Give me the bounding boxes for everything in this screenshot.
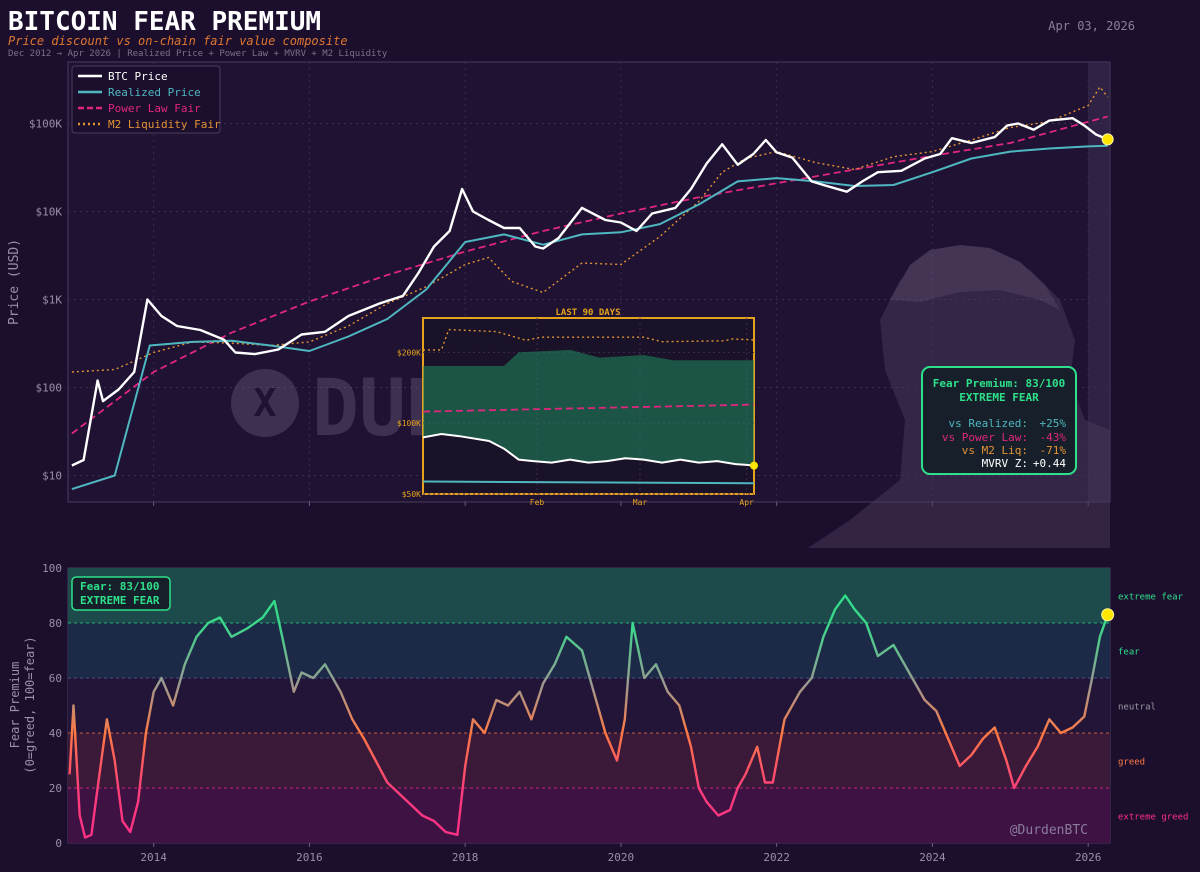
- zone-label-neutral: neutral: [1118, 703, 1156, 713]
- info-mvrv-value: +0.44: [1033, 457, 1066, 470]
- info-vs-realized-label: vs Realized:: [949, 417, 1028, 430]
- fear-badge-score: Fear: 83/100: [80, 580, 159, 593]
- legend-realized-price: Realized Price: [108, 86, 201, 99]
- zone-greed: [68, 733, 1110, 788]
- top-series-m2-liquidity-fair: [71, 86, 1109, 373]
- fear-badge-level: EXTREME FEAR: [80, 594, 160, 607]
- info-mvrv-label: MVRV Z:: [982, 457, 1028, 470]
- bottom-x-tick: 2022: [763, 851, 790, 864]
- legend-power-law: Power Law Fair: [108, 102, 201, 115]
- fear-badge: Fear: 83/100 EXTREME FEAR: [71, 576, 171, 611]
- fear-premium-line: [68, 594, 1109, 839]
- inset-series-realized-price: [423, 480, 754, 485]
- bottom-ylabel-line1: Fear Premium: [8, 662, 22, 749]
- info-vs-realized-value: +25%: [1040, 417, 1067, 430]
- legend-box: [71, 65, 221, 134]
- bottom-y-tick: 80: [49, 617, 62, 630]
- info-fear-score: Fear Premium: 83/100: [933, 377, 1065, 390]
- info-vs-m2-value: -71%: [1040, 444, 1067, 457]
- info-box-frame: [921, 366, 1077, 475]
- bottom-x-tick: 2014: [140, 851, 167, 864]
- chart-meta: Dec 2012 → Apr 2026 | Realized Price + P…: [8, 49, 388, 59]
- chart-subtitle: Price discount vs on-chain fair value co…: [8, 34, 348, 48]
- zone-label-extreme-greed: extreme greed: [1118, 813, 1188, 823]
- inset-series-btc-price: [423, 433, 754, 467]
- bottom-y-tick: 60: [49, 672, 62, 685]
- inset-title: LAST 90 DAYS: [555, 308, 620, 318]
- top-ylabel: Price (USD): [7, 239, 22, 325]
- info-fear-level: EXTREME FEAR: [959, 391, 1039, 404]
- recent-highlight-band: [1088, 62, 1110, 502]
- zone-label-fear: fear: [1118, 648, 1140, 658]
- top-series-power-law-fair: [71, 115, 1108, 435]
- info-box: Fear Premium: 83/100 EXTREME FEAR vs Rea…: [921, 366, 1077, 475]
- inset-x-tick: Mar: [633, 498, 648, 507]
- bottom-y-tick: 20: [49, 782, 62, 795]
- inset-y-tick: $50K: [402, 490, 421, 499]
- bottom-x-tick: 2016: [296, 851, 323, 864]
- inset-series-power-law-fair: [423, 403, 754, 413]
- chart-date: Apr 03, 2026: [1048, 19, 1135, 33]
- inset-y-tick: $200K: [397, 348, 421, 357]
- x-logo-icon: [231, 369, 299, 437]
- zone-label-extreme-fear: extreme fear: [1118, 593, 1184, 603]
- inset-x-tick: Apr: [739, 498, 754, 507]
- top-y-tick: $1K: [42, 294, 62, 307]
- inset-y-tick: $100K: [397, 419, 421, 428]
- legend-btc-price: BTC Price: [108, 70, 168, 83]
- zone-extreme-fear: [68, 568, 1110, 623]
- zone-fear: [68, 623, 1110, 678]
- top-y-tick: $10K: [36, 206, 63, 219]
- inset-x-tick: Feb: [530, 498, 545, 507]
- bottom-y-tick: 40: [49, 727, 62, 740]
- author-handle: @DurdenBTC: [1010, 823, 1088, 838]
- info-vs-powerlaw-value: -43%: [1040, 431, 1067, 444]
- top-y-tick: $100K: [29, 118, 62, 131]
- top-y-tick: $10: [42, 470, 62, 483]
- x-logo-letter: X: [254, 381, 277, 425]
- fear-current-dot: [1101, 608, 1115, 622]
- top-series-btc-price: [71, 117, 1109, 467]
- chart-title: BITCOIN FEAR PREMIUM: [8, 7, 321, 37]
- inset-current-price-dot: [750, 461, 758, 470]
- top-series-realized-price: [71, 144, 1108, 491]
- top-y-tick: $100: [36, 382, 63, 395]
- fear-badge-frame: [71, 576, 171, 611]
- info-vs-powerlaw-label: vs Power Law:: [942, 431, 1028, 444]
- btc-current-price-dot: [1101, 133, 1114, 146]
- bottom-x-tick: 2026: [1075, 851, 1102, 864]
- bottom-ylabel-line2: (0=greed, 100=fear): [23, 636, 37, 773]
- info-vs-m2-label: vs M2 Liq:: [962, 444, 1028, 457]
- zone-neutral: [68, 678, 1110, 733]
- legend: BTC Price Realized Price Power Law Fair …: [71, 65, 221, 134]
- bottom-y-tick: 100: [42, 562, 62, 575]
- zone-extreme-greed: [68, 788, 1110, 843]
- bottom-x-tick: 2020: [608, 851, 635, 864]
- bottom-x-tick: 2024: [919, 851, 946, 864]
- zone-label-greed: greed: [1118, 758, 1145, 768]
- bottom-y-tick: 0: [55, 837, 62, 850]
- bottom-x-tick: 2018: [452, 851, 479, 864]
- inset-series-m2-liquidity-fair: [423, 328, 754, 351]
- legend-m2-liquidity: M2 Liquidity Fair: [108, 118, 221, 131]
